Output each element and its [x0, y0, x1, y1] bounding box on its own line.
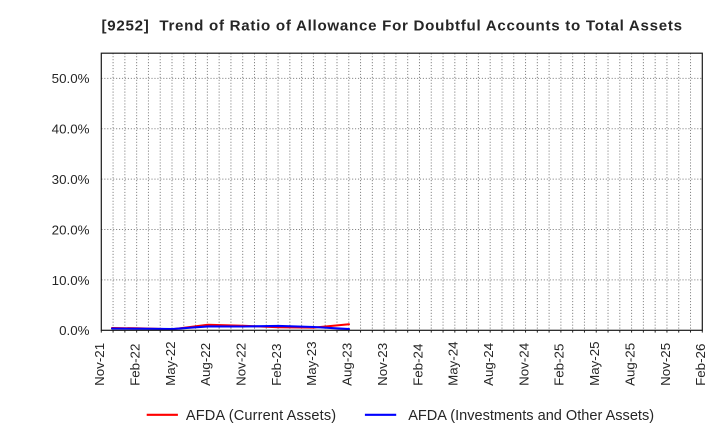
svg-text:Aug-25: Aug-25	[622, 343, 637, 386]
svg-text:Feb-26: Feb-26	[693, 344, 708, 386]
svg-text:Feb-22: Feb-22	[127, 344, 142, 386]
svg-text:30.0%: 30.0%	[52, 172, 90, 187]
svg-text:May-22: May-22	[163, 341, 178, 386]
svg-text:Feb-24: Feb-24	[410, 343, 425, 386]
svg-text:Aug-24: Aug-24	[481, 342, 496, 386]
svg-text:Aug-22: Aug-22	[198, 343, 213, 386]
svg-text:[9252] Trend of Ratio of Allo: [9252] Trend of Ratio of Allowance For D…	[102, 18, 683, 35]
svg-text:Feb-23: Feb-23	[269, 344, 284, 386]
svg-text:AFDA (Investments and Other As: AFDA (Investments and Other Assets)	[408, 408, 654, 424]
svg-text:10.0%: 10.0%	[52, 273, 90, 288]
svg-text:Nov-23: Nov-23	[375, 343, 390, 386]
svg-text:40.0%: 40.0%	[52, 122, 90, 137]
svg-text:Nov-24: Nov-24	[516, 342, 531, 386]
svg-text:Nov-21: Nov-21	[92, 343, 107, 386]
svg-text:May-23: May-23	[304, 341, 319, 386]
svg-text:May-24: May-24	[446, 341, 461, 386]
svg-text:20.0%: 20.0%	[52, 222, 90, 237]
svg-text:May-25: May-25	[587, 341, 602, 386]
svg-text:0.0%: 0.0%	[59, 323, 90, 338]
svg-text:Nov-25: Nov-25	[658, 343, 673, 386]
svg-text:50.0%: 50.0%	[52, 71, 90, 86]
svg-text:Nov-22: Nov-22	[234, 343, 249, 386]
svg-text:Aug-23: Aug-23	[340, 343, 355, 386]
svg-text:Feb-25: Feb-25	[552, 344, 567, 386]
svg-text:AFDA (Current Assets): AFDA (Current Assets)	[186, 408, 336, 424]
